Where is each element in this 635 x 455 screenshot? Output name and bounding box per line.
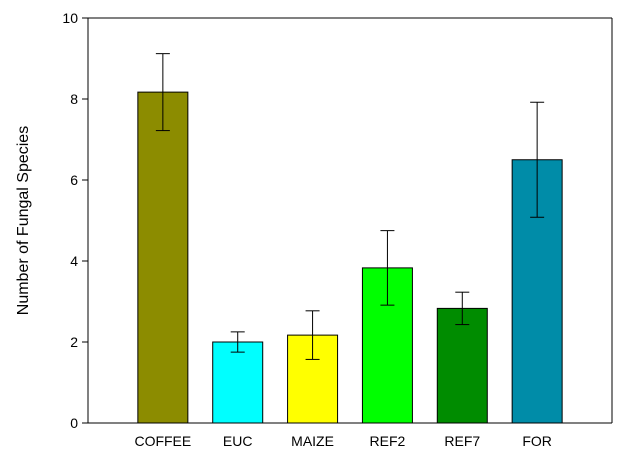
y-tick-label: 2 bbox=[70, 334, 78, 350]
error-bars-layer bbox=[155, 53, 545, 360]
y-tick-label: 8 bbox=[70, 91, 78, 107]
y-tick-label: 0 bbox=[70, 415, 78, 431]
y-tick-label: 10 bbox=[62, 10, 78, 26]
error-bar-coffee bbox=[155, 53, 170, 132]
y-ticks-layer: 0 2 4 6 8 10 bbox=[62, 10, 88, 431]
x-tick-label: REF7 bbox=[444, 433, 480, 449]
bars-layer bbox=[137, 91, 563, 424]
bar-ref7 bbox=[436, 307, 488, 424]
error-bar-euc bbox=[230, 331, 245, 353]
x-tick-label: REF2 bbox=[370, 433, 406, 449]
error-bar-ref2 bbox=[380, 230, 395, 306]
y-axis-title: Number of Fungal Species bbox=[15, 126, 32, 315]
error-bar-maize bbox=[305, 310, 320, 360]
x-tick-label: COFFEE bbox=[134, 433, 191, 449]
x-tick-label: FOR bbox=[522, 433, 552, 449]
bar-coffee bbox=[137, 91, 189, 424]
bar-euc bbox=[212, 341, 264, 424]
x-tick-label: EUC bbox=[223, 433, 253, 449]
x-tick-label: MAIZE bbox=[291, 433, 334, 449]
error-bar-for bbox=[530, 101, 545, 218]
y-tick-label: 6 bbox=[70, 172, 78, 188]
y-tick-label: 4 bbox=[70, 253, 78, 269]
x-ticks-layer: COFFEE EUC MAIZE REF2 REF7 FOR bbox=[134, 433, 551, 449]
error-bar-ref7 bbox=[455, 291, 470, 326]
